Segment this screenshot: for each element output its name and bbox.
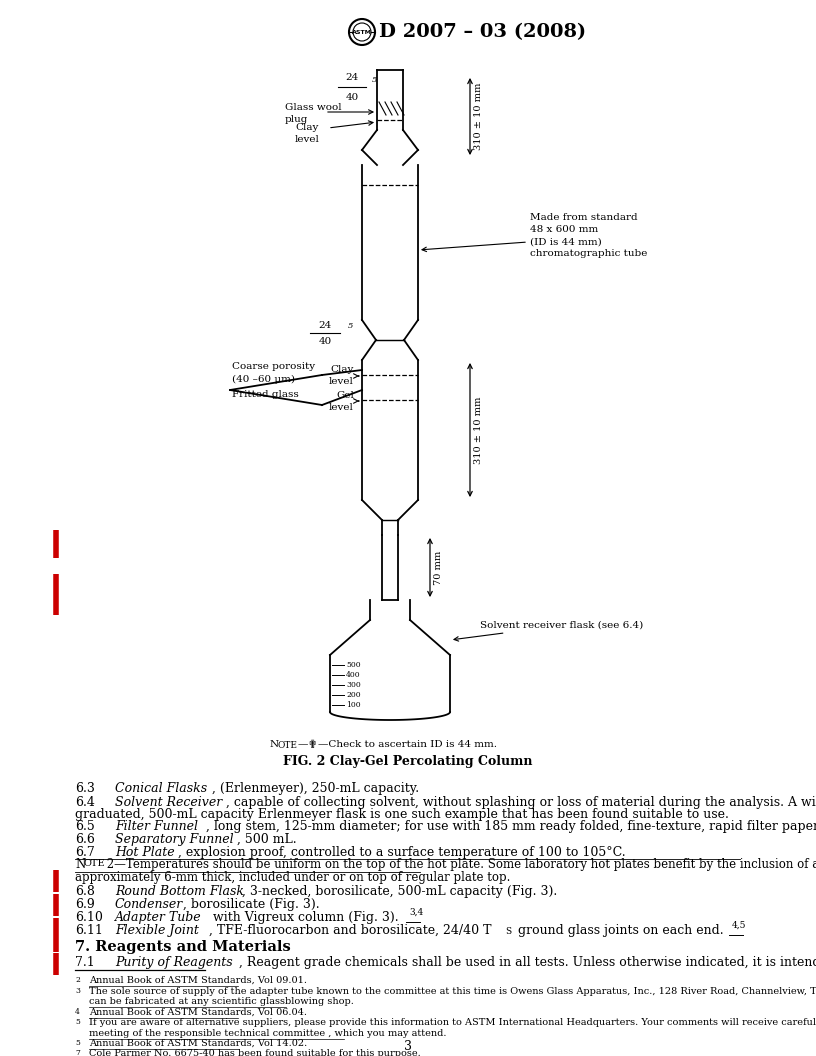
Text: can be fabricated at any scientific glassblowing shop.: can be fabricated at any scientific glas… [89,997,354,1006]
Text: , borosilicate (Fig. 3).: , borosilicate (Fig. 3). [183,898,320,911]
Text: OTE: OTE [83,860,104,868]
Text: If you are aware of alternative suppliers, please provide this information to AS: If you are aware of alternative supplier… [89,1018,816,1027]
Text: 6.5: 6.5 [75,821,95,833]
Text: 400: 400 [346,671,361,679]
Text: plug: plug [285,114,308,124]
Text: D 2007 – 03 (2008): D 2007 – 03 (2008) [379,23,586,41]
Text: ground glass joints on each end.: ground glass joints on each end. [514,924,724,937]
Text: 6.10: 6.10 [75,911,103,924]
Text: 6.6: 6.6 [75,833,95,846]
Text: 4: 4 [75,1008,80,1016]
Text: , 3-necked, borosilicate, 500-mL capacity (Fig. 3).: , 3-necked, borosilicate, 500-mL capacit… [242,885,557,898]
Text: 6.3: 6.3 [75,782,95,795]
Text: (40 –60 μm): (40 –60 μm) [232,375,295,384]
Text: 4,5: 4,5 [732,921,747,930]
Text: 500: 500 [346,661,361,670]
Text: 100: 100 [346,701,361,709]
Text: N: N [270,740,279,749]
Text: level: level [329,377,354,386]
Text: 24: 24 [318,321,331,329]
Text: graduated, 500-mL capacity Erlenmeyer flask is one such example that has been fo: graduated, 500-mL capacity Erlenmeyer fl… [75,808,729,821]
Text: 40: 40 [318,338,331,346]
Text: 40: 40 [345,94,358,102]
Text: approximately 6-mm thick, included under or on top of regular plate top.: approximately 6-mm thick, included under… [75,871,510,884]
Text: , long stem, 125-mm diameter; for use with 185 mm ready folded, fine-texture, ra: , long stem, 125-mm diameter; for use wi… [206,821,816,833]
Text: The sole source of supply of the adapter tube known to the committee at this tim: The sole source of supply of the adapter… [89,987,816,996]
Text: Clay: Clay [330,365,354,375]
Text: , (Erlenmeyer), 250-mL capacity.: , (Erlenmeyer), 250-mL capacity. [212,782,419,795]
Text: 6.11: 6.11 [75,924,103,937]
Text: ASTM: ASTM [352,30,372,35]
Text: S: S [505,927,511,936]
Text: Purity of Reagents: Purity of Reagents [115,956,233,969]
Text: Clay: Clay [295,124,318,132]
Text: 300: 300 [346,681,361,689]
Text: 310 ± 10 mm: 310 ± 10 mm [474,396,483,464]
Text: 7: 7 [75,1049,80,1056]
Text: level: level [329,403,354,413]
Text: Solvent Receiver: Solvent Receiver [115,796,222,809]
Text: , explosion proof, controlled to a surface temperature of 100 to 105°C.: , explosion proof, controlled to a surfa… [178,846,626,859]
Text: , Reagent grade chemicals shall be used in all tests. Unless otherwise indicated: , Reagent grade chemicals shall be used … [239,956,816,969]
Text: 24: 24 [345,74,358,82]
Text: Hot Plate: Hot Plate [115,846,175,859]
Text: 200: 200 [346,691,361,699]
Text: 6.8: 6.8 [75,885,95,898]
Text: Condenser: Condenser [115,898,184,911]
Text: 2: 2 [75,976,80,984]
Text: Gel: Gel [336,392,354,400]
Text: 7.1: 7.1 [75,956,95,969]
Text: 3: 3 [75,987,80,995]
Text: Coarse porosity: Coarse porosity [232,362,315,371]
Text: 70 mm: 70 mm [434,551,443,585]
Text: OTE: OTE [277,741,297,750]
Text: Annual Book of ASTM Standards, Vol 14.02.: Annual Book of ASTM Standards, Vol 14.02… [89,1039,308,1048]
Text: level: level [295,134,320,144]
Text: Solvent receiver flask (see 6.4): Solvent receiver flask (see 6.4) [454,621,643,641]
Text: 6.9: 6.9 [75,898,95,911]
Text: 7. Reagents and Materials: 7. Reagents and Materials [75,940,290,954]
Text: meeting of the responsible technical committee , which you may attend.: meeting of the responsible technical com… [89,1029,446,1038]
Text: Filter Funnel: Filter Funnel [115,821,198,833]
Text: —Check to ascertain ID is 44 mm.: —Check to ascertain ID is 44 mm. [318,740,497,749]
Text: (ID is 44 mm): (ID is 44 mm) [530,238,601,246]
Text: N: N [75,857,85,871]
Text: 2—Temperatures should be uniform on the top of the hot plate. Some laboratory ho: 2—Temperatures should be uniform on the … [103,857,816,871]
Text: Conical Flasks: Conical Flasks [115,782,207,795]
Text: 5: 5 [75,1018,80,1026]
Text: 310 ± 10 mm: 310 ± 10 mm [474,82,483,150]
Text: Annual Book of ASTM Standards, Vol 09.01.: Annual Book of ASTM Standards, Vol 09.01… [89,976,307,985]
Text: Flexible Joint: Flexible Joint [115,924,199,937]
Text: Made from standard: Made from standard [530,213,637,223]
Text: 6.7: 6.7 [75,846,95,859]
Text: Annual Book of ASTM Standards, Vol 06.04.: Annual Book of ASTM Standards, Vol 06.04… [89,1008,307,1017]
Text: 5: 5 [371,76,377,84]
Text: 6.4: 6.4 [75,796,95,809]
Text: chromatographic tube: chromatographic tube [530,249,647,259]
Text: , capable of collecting solvent, without splashing or loss of material during th: , capable of collecting solvent, without… [226,796,816,809]
Text: FIG. 2 Clay-Gel Percolating Column: FIG. 2 Clay-Gel Percolating Column [283,755,533,768]
Text: Fritted glass: Fritted glass [232,390,299,399]
Text: 5: 5 [348,322,353,329]
Text: Adapter Tube: Adapter Tube [115,911,202,924]
Text: 48 x 600 mm: 48 x 600 mm [530,226,598,234]
Text: , 500 mL.: , 500 mL. [237,833,297,846]
Text: , TFE-fluorocarbon and borosilicate, 24/40 T: , TFE-fluorocarbon and borosilicate, 24/… [209,924,491,937]
Text: 5: 5 [75,1039,80,1046]
Text: with Vigreux column (Fig. 3).: with Vigreux column (Fig. 3). [201,911,399,924]
Text: ✟: ✟ [307,740,317,750]
Text: Cole Parmer No. 6675-40 has been found suitable for this purpose.: Cole Parmer No. 6675-40 has been found s… [89,1049,421,1056]
Text: —: — [298,740,308,749]
Text: Round Bottom Flask: Round Bottom Flask [115,885,244,898]
Text: Separatory Funnel: Separatory Funnel [115,833,233,846]
Text: 3: 3 [404,1040,412,1053]
Text: 3,4: 3,4 [409,908,424,917]
Text: Glass wool: Glass wool [285,103,342,113]
